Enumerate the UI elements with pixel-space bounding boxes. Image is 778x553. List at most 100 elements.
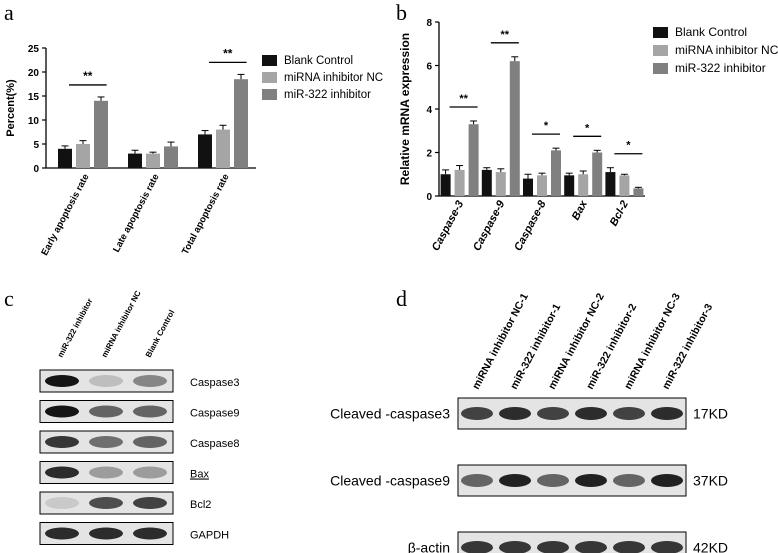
lane-label: miRNA inhibitor NC bbox=[100, 290, 143, 359]
x-tick-label: Late apoptosis rate bbox=[111, 172, 162, 254]
panel-letter-b: b bbox=[396, 0, 407, 25]
blot-band bbox=[89, 375, 123, 387]
significance-label: ** bbox=[501, 29, 510, 41]
blot-band bbox=[537, 474, 569, 487]
blot-band bbox=[45, 436, 79, 448]
legend-entry: miR-322 inhibitor bbox=[675, 61, 766, 75]
blot-band bbox=[133, 527, 167, 540]
blot-band bbox=[461, 474, 493, 487]
blot-band bbox=[575, 474, 607, 487]
y-tick-label: 6 bbox=[426, 62, 432, 73]
blot-band bbox=[613, 541, 645, 553]
bar bbox=[58, 148, 72, 168]
bar bbox=[481, 169, 492, 196]
x-tick-label: Caspase-8 bbox=[512, 198, 549, 253]
blot-band bbox=[651, 407, 683, 420]
x-tick-label: Bax bbox=[570, 198, 590, 222]
blot-band bbox=[89, 497, 123, 509]
bar bbox=[216, 129, 230, 168]
bar bbox=[234, 79, 248, 168]
blot-band bbox=[133, 375, 167, 387]
y-axis-label: Percent(%) bbox=[5, 79, 17, 137]
blot-band bbox=[499, 474, 531, 487]
legend-swatch bbox=[262, 55, 277, 66]
y-tick-label: 10 bbox=[28, 116, 40, 127]
bar bbox=[94, 100, 108, 168]
significance-label: ** bbox=[223, 46, 233, 60]
blot-band bbox=[499, 407, 531, 420]
bar bbox=[495, 172, 506, 196]
legend-swatch bbox=[262, 72, 277, 83]
y-tick-label: 8 bbox=[426, 18, 432, 29]
panel-letter-d: d bbox=[396, 286, 407, 311]
band-label: Cleaved -caspase9 bbox=[330, 473, 450, 489]
blot-band bbox=[45, 405, 79, 418]
chart-a-apoptosis: 0 5 10 15 20 25 Percent(%) Early apoptosis rate… bbox=[5, 44, 383, 258]
band-label: Cleaved -caspase3 bbox=[330, 406, 450, 422]
bar bbox=[564, 175, 575, 196]
bar bbox=[633, 188, 644, 196]
significance-label: ** bbox=[459, 93, 468, 105]
blot-band bbox=[613, 474, 645, 487]
legend-swatch bbox=[653, 27, 668, 38]
legend-swatch bbox=[653, 45, 668, 56]
blot-band bbox=[613, 407, 645, 420]
x-tick-label: Total apoptosis rate bbox=[180, 172, 232, 256]
band-label: Bcl2 bbox=[190, 499, 211, 511]
blot-band bbox=[651, 541, 683, 553]
bar bbox=[578, 174, 589, 196]
band-label: Caspase3 bbox=[190, 377, 240, 389]
blot-band bbox=[133, 497, 167, 509]
blot-band bbox=[133, 405, 167, 418]
blot-band bbox=[537, 541, 569, 553]
bar bbox=[146, 153, 160, 168]
band-label: Caspase8 bbox=[190, 438, 240, 450]
y-tick-label: 15 bbox=[28, 92, 40, 103]
significance-label: * bbox=[585, 122, 590, 134]
blot-strip bbox=[457, 531, 687, 553]
band-label: Caspase9 bbox=[190, 408, 240, 420]
bar bbox=[76, 144, 90, 168]
bar bbox=[198, 134, 212, 168]
x-tick-label: Early apoptosis rate bbox=[39, 172, 91, 257]
bar bbox=[551, 150, 561, 196]
legend-swatch bbox=[262, 89, 277, 100]
band-label: β-actin bbox=[408, 540, 450, 553]
blot-band bbox=[575, 541, 607, 553]
y-axis-label: Relative mRNA expression bbox=[398, 33, 412, 185]
blot-band bbox=[89, 466, 123, 479]
blot-band bbox=[461, 407, 493, 420]
blot-band bbox=[133, 466, 167, 479]
blot-band bbox=[575, 407, 607, 420]
legend-swatch bbox=[653, 63, 668, 74]
y-tick-label: 0 bbox=[426, 192, 432, 203]
blot-band bbox=[89, 527, 123, 540]
bar bbox=[454, 169, 465, 196]
bar bbox=[509, 61, 520, 197]
blot-band bbox=[499, 541, 531, 553]
blot-strip bbox=[457, 464, 687, 497]
bar bbox=[592, 152, 603, 196]
legend-entry: miRNA inhibitor NC bbox=[675, 43, 778, 57]
blot-band bbox=[537, 407, 569, 420]
bar bbox=[537, 175, 547, 196]
blot-band bbox=[89, 405, 123, 418]
band-size-label: 37KD bbox=[693, 473, 728, 489]
blot-band bbox=[45, 466, 79, 479]
bar bbox=[128, 153, 142, 168]
blot-strip bbox=[457, 397, 687, 430]
significance-label: ** bbox=[83, 69, 93, 83]
lane-label: miR-322 inhibitor bbox=[56, 297, 95, 359]
bar bbox=[523, 178, 533, 196]
significance-label: * bbox=[626, 140, 631, 152]
bar bbox=[164, 146, 178, 168]
y-tick-label: 5 bbox=[33, 140, 39, 151]
legend-entry: miRNA inhibitor NC bbox=[284, 72, 383, 84]
bar bbox=[619, 175, 630, 196]
y-tick-label: 2 bbox=[426, 149, 432, 160]
band-label: Bax bbox=[190, 469, 209, 481]
legend-entry: miR-322 inhibitor bbox=[284, 89, 371, 101]
western-blot-c: miR-322 inhibitor miRNA inhibitor NC Blank… bbox=[39, 290, 240, 545]
